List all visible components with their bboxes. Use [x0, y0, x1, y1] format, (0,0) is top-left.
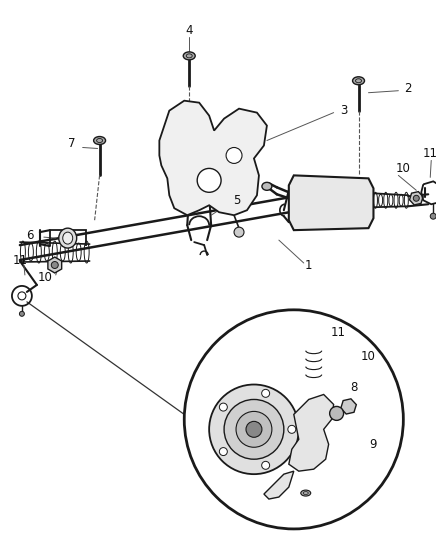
Circle shape [236, 411, 272, 447]
Circle shape [330, 407, 343, 421]
Text: 7: 7 [68, 137, 75, 150]
Circle shape [51, 262, 58, 269]
Circle shape [413, 195, 419, 201]
Ellipse shape [183, 52, 195, 60]
Circle shape [226, 148, 242, 164]
Circle shape [261, 462, 270, 470]
Circle shape [19, 311, 25, 316]
Circle shape [184, 310, 403, 529]
Circle shape [430, 213, 436, 219]
Text: 2: 2 [405, 82, 412, 95]
Circle shape [209, 384, 299, 474]
Text: 1: 1 [305, 259, 312, 271]
Ellipse shape [59, 228, 77, 248]
Text: 4: 4 [185, 25, 193, 37]
Text: 10: 10 [396, 162, 411, 175]
Ellipse shape [63, 232, 73, 244]
Ellipse shape [94, 136, 106, 144]
Text: 8: 8 [350, 381, 357, 394]
Text: 5: 5 [233, 194, 241, 207]
Ellipse shape [353, 77, 364, 85]
Circle shape [288, 425, 296, 433]
Polygon shape [289, 175, 374, 230]
Text: 6: 6 [26, 229, 34, 241]
Polygon shape [264, 471, 294, 499]
Circle shape [197, 168, 221, 192]
Text: 11: 11 [12, 254, 28, 266]
Circle shape [224, 399, 284, 459]
Polygon shape [289, 394, 334, 471]
Circle shape [234, 227, 244, 237]
Text: 10: 10 [361, 350, 376, 363]
Text: 9: 9 [370, 438, 377, 451]
Circle shape [219, 403, 227, 411]
Ellipse shape [301, 490, 311, 496]
Text: 3: 3 [340, 104, 347, 117]
Text: 10: 10 [37, 271, 52, 285]
Circle shape [261, 390, 270, 397]
Ellipse shape [262, 182, 272, 190]
Circle shape [219, 448, 227, 456]
Circle shape [246, 422, 262, 437]
Polygon shape [159, 101, 267, 215]
Text: 11: 11 [423, 147, 438, 160]
Text: 11: 11 [331, 326, 346, 339]
